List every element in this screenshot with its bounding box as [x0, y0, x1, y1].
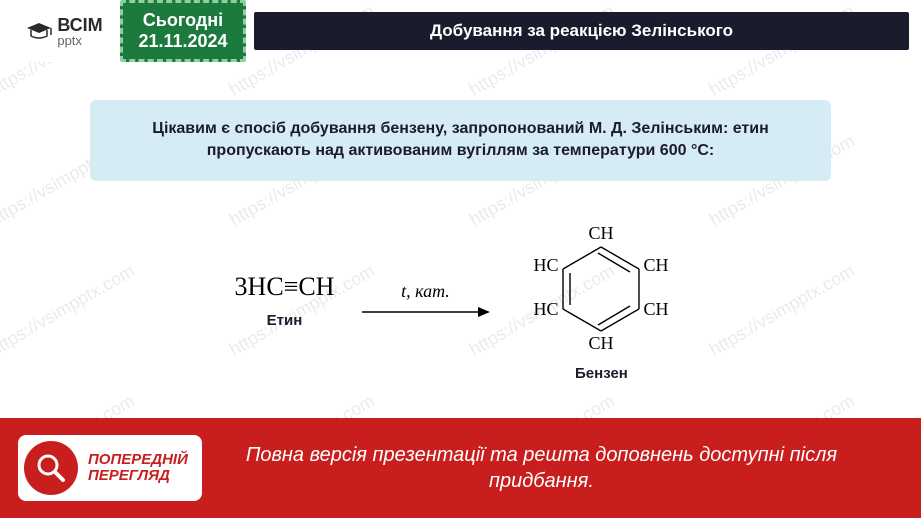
slide-title: Добування за реакцією Зелінського: [254, 12, 909, 50]
logo-icon: ВСІМ pptx: [25, 16, 102, 47]
preview-badge-text: ПОПЕРЕДНІЙ ПЕРЕГЛЯД: [88, 452, 188, 484]
reaction-arrow: t, кат.: [360, 281, 490, 320]
arrow-condition-label: t, кат.: [360, 281, 490, 302]
logo-subtitle: pptx: [57, 34, 102, 47]
reactant-block: 3HC≡CH Етин: [235, 272, 335, 329]
benzene-vertex-label: CH: [644, 299, 669, 319]
reactant-label: Етин: [235, 312, 335, 329]
slide-page: https://vsimpptx.com https://vsimpptx.co…: [0, 0, 921, 518]
footer-banner: ПОПЕРЕДНІЙ ПЕРЕГЛЯД Повна версія презент…: [0, 418, 921, 518]
logo-name: ВСІМ: [57, 16, 102, 34]
benzene-vertex-label: CH: [589, 333, 614, 353]
reaction-diagram: 3HC≡CH Етин t, кат.: [0, 219, 921, 382]
benzene-vertex-label: CH: [644, 255, 669, 275]
benzene-vertex-label: CH: [589, 223, 614, 243]
date-badge: Сьогодні 21.11.2024: [120, 0, 246, 62]
benzene-vertex-label: HC: [534, 299, 559, 319]
preview-line2: ПЕРЕГЛЯД: [88, 468, 188, 484]
footer-message: Повна версія презентації та решта доповн…: [202, 442, 921, 494]
benzene-structure-icon: CH CH CH CH HC HC: [516, 219, 686, 359]
date-label: Сьогодні: [143, 10, 223, 31]
magnifier-icon: [24, 441, 78, 495]
preview-line1: ПОПЕРЕДНІЙ: [88, 452, 188, 468]
benzene-vertex-label: HC: [534, 255, 559, 275]
slide-body: Цікавим є спосіб добування бензену, запр…: [0, 80, 921, 418]
logo-block: ВСІМ pptx: [0, 0, 120, 62]
info-box: Цікавим є спосіб добування бензену, запр…: [90, 100, 831, 181]
header: ВСІМ pptx Сьогодні 21.11.2024 Добування …: [0, 0, 921, 62]
arrow-icon: [360, 304, 490, 320]
date-value: 21.11.2024: [138, 31, 227, 52]
reactant-formula: 3HC≡CH: [235, 272, 335, 302]
product-label: Бензен: [516, 365, 686, 382]
product-block: CH CH CH CH HC HC Бензен: [516, 219, 686, 382]
preview-badge: ПОПЕРЕДНІЙ ПЕРЕГЛЯД: [18, 435, 202, 501]
